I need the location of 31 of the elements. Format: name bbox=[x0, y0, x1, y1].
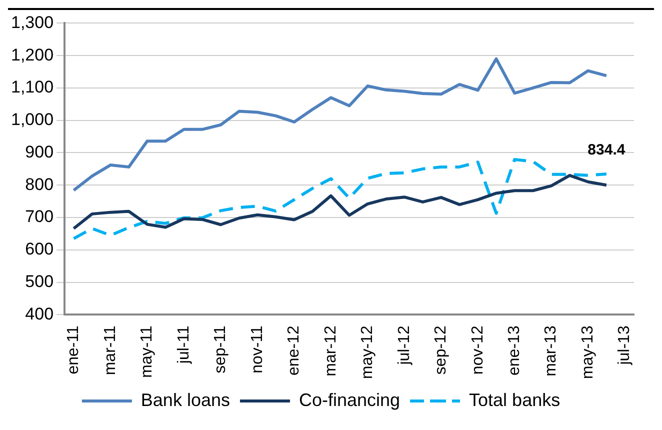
y-tick-label: 1,100 bbox=[10, 78, 54, 97]
x-tick-label: ene-13 bbox=[506, 326, 524, 376]
x-tick-label: may-12 bbox=[359, 326, 376, 380]
x-tick-label: mar-13 bbox=[542, 326, 560, 376]
x-tick-label: mar-12 bbox=[322, 326, 340, 376]
y-tick-label: 500 bbox=[25, 272, 54, 291]
legend-label: Total banks bbox=[469, 390, 560, 410]
y-tick-label: 1,000 bbox=[10, 110, 54, 130]
x-tick-label: jul-11 bbox=[175, 326, 192, 365]
line-series bbox=[72, 158, 608, 240]
x-tick-label: ene-12 bbox=[286, 326, 303, 376]
y-tick-label: 1,200 bbox=[10, 45, 54, 64]
x-tick-label: mar-11 bbox=[102, 326, 119, 376]
y-tick-label: 700 bbox=[25, 207, 54, 226]
x-tick-label: nov-12 bbox=[469, 326, 486, 375]
x-tick-label: ene-11 bbox=[65, 326, 82, 374]
x-tick-label: sep-12 bbox=[432, 326, 450, 375]
x-tick-label: sep-11 bbox=[212, 326, 230, 374]
data-label: 834.4 bbox=[588, 142, 626, 159]
x-tick-label: nov-11 bbox=[248, 326, 266, 374]
x-tick-label: jul-13 bbox=[616, 326, 634, 366]
legend-label: Co-financing bbox=[298, 390, 400, 410]
x-tick-label: jul-12 bbox=[396, 326, 413, 366]
y-tick-label: 1,300 bbox=[10, 12, 54, 32]
y-tick-label: 600 bbox=[25, 240, 54, 259]
y-tick-label: 800 bbox=[25, 174, 54, 194]
legend-label: Bank loans bbox=[140, 390, 230, 410]
y-tick-label: 400 bbox=[25, 304, 54, 324]
x-tick-label: may-13 bbox=[579, 326, 596, 380]
y-tick-label: 900 bbox=[25, 142, 54, 162]
x-tick-label: may-11 bbox=[138, 326, 156, 378]
